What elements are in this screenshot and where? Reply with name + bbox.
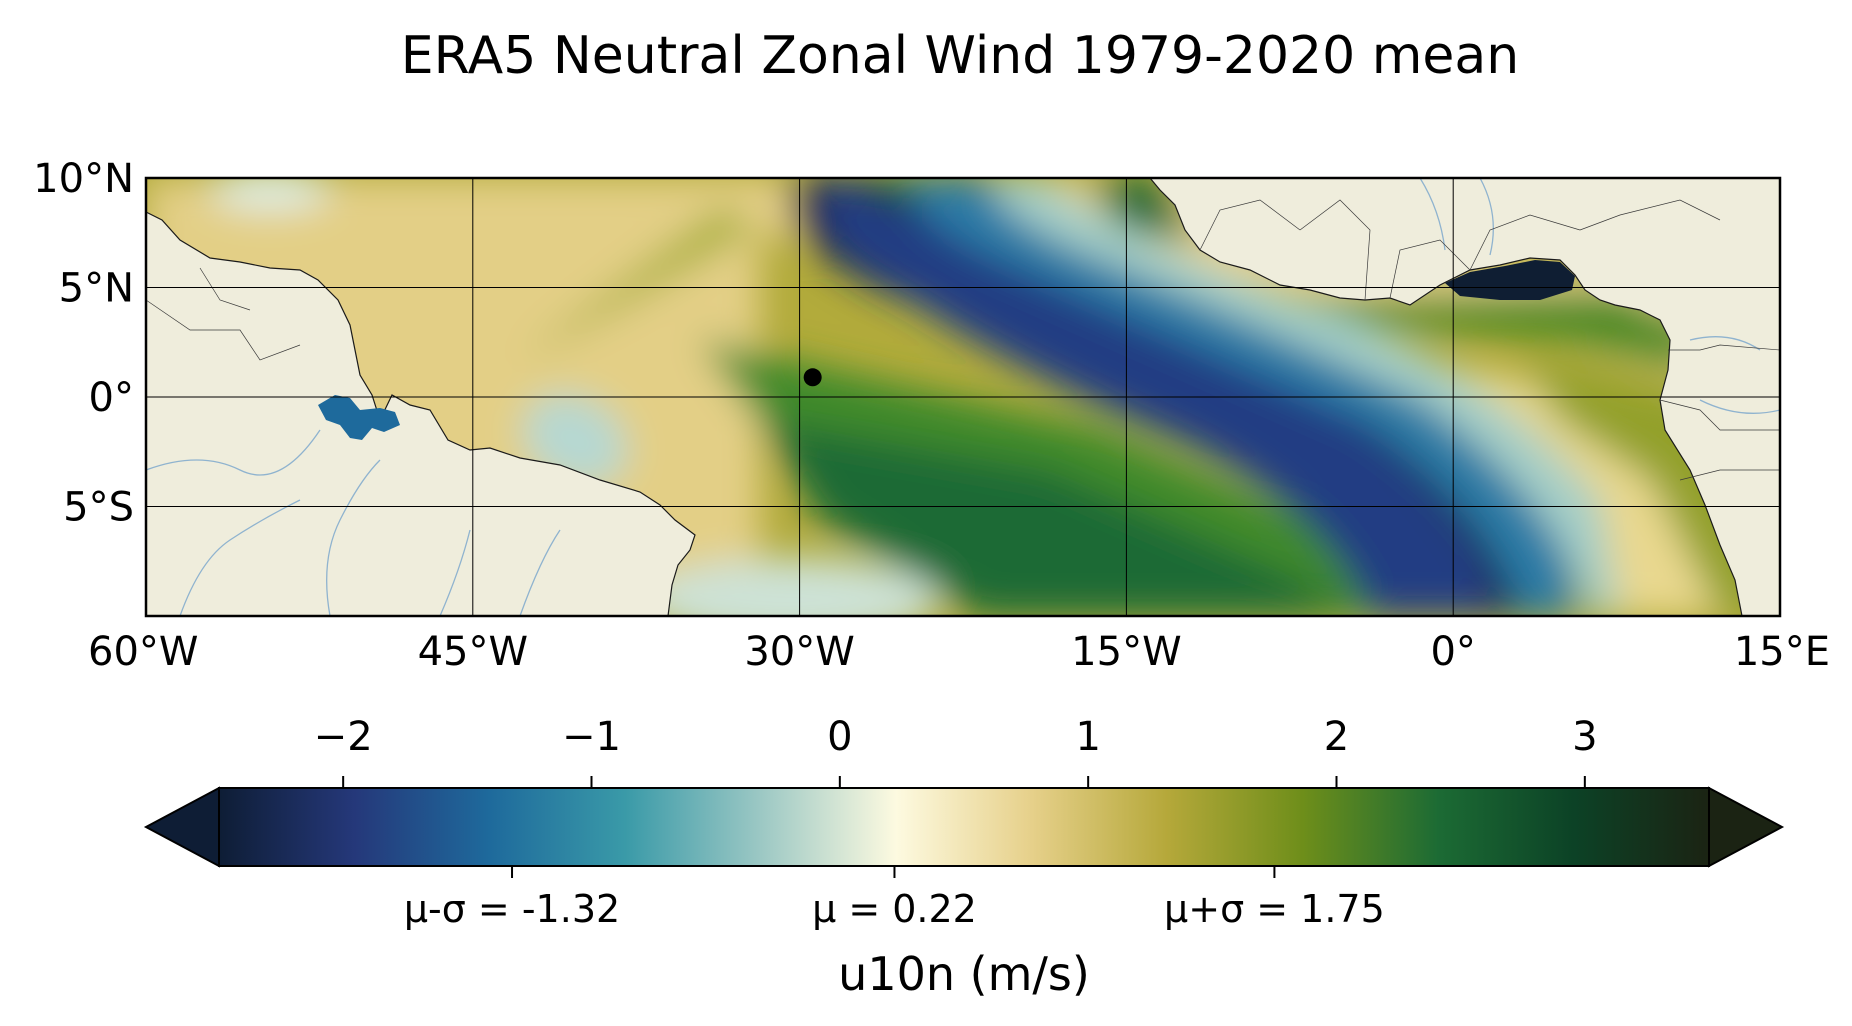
- colorbar-stat-ticks: μ-σ = -1.32 μ = 0.22 μ+σ = 1.75: [404, 866, 1385, 931]
- colorbar-ticks: −2 −1 0 1 2 3: [314, 714, 1598, 788]
- rivers: [146, 178, 1780, 616]
- colorbar-tick-label: 0: [827, 714, 852, 760]
- colorbar-body: [218, 787, 1710, 867]
- lat-tick-label: 10°N: [33, 156, 134, 202]
- colorbar-label: u10n (m/s): [838, 947, 1090, 1001]
- colorbar-tick-label: 3: [1572, 714, 1597, 760]
- map-frame: [144, 176, 1782, 618]
- south-america-land: [146, 211, 696, 616]
- lon-tick-label: 60°W: [88, 629, 198, 675]
- map-panel: 60°W 45°W 30°W 15°W 0° 15°E 10°N 5°N 0° 5°S: [33, 156, 1830, 675]
- longitude-tick-labels: 60°W 45°W 30°W 15°W 0° 15°E: [88, 629, 1830, 675]
- lat-tick-label: 5°N: [59, 266, 134, 312]
- lat-tick-label: 0°: [89, 375, 134, 421]
- colorbar-tick-label: −2: [314, 714, 373, 760]
- colorbar: −2 −1 0 1 2 3 μ-σ = -1.32 μ = 0.22 μ+σ = 1.75 u…: [143, 714, 1785, 1001]
- colorbar-extend-left: [143, 786, 220, 868]
- lon-tick-label: 15°E: [1734, 629, 1830, 675]
- stat-tick-label: μ+σ = 1.75: [1164, 887, 1385, 931]
- colorbar-tick-label: −1: [562, 714, 621, 760]
- lon-tick-label: 0°: [1430, 629, 1475, 675]
- colorbar-extend-right: [1708, 786, 1785, 868]
- location-marker: [803, 368, 822, 387]
- chart-title: ERA5 Neutral Zonal Wind 1979-2020 mean: [401, 26, 1519, 86]
- lon-tick-label: 30°W: [744, 629, 854, 675]
- latitude-tick-labels: 10°N 5°N 0° 5°S: [33, 156, 134, 531]
- gulf-of-guinea-dark-patch: [1445, 260, 1575, 300]
- lon-tick-label: 45°W: [418, 629, 528, 675]
- lon-tick-label: 15°W: [1071, 629, 1181, 675]
- stat-tick-label: μ-σ = -1.32: [404, 887, 620, 931]
- stat-tick-label: μ = 0.22: [812, 887, 977, 931]
- colorbar-tick-label: 1: [1075, 714, 1100, 760]
- lat-tick-label: 5°S: [63, 485, 134, 531]
- country-borders: [146, 199, 1780, 481]
- colorbar-tick-label: 2: [1324, 714, 1349, 760]
- amazon-river-mouth: [318, 395, 400, 440]
